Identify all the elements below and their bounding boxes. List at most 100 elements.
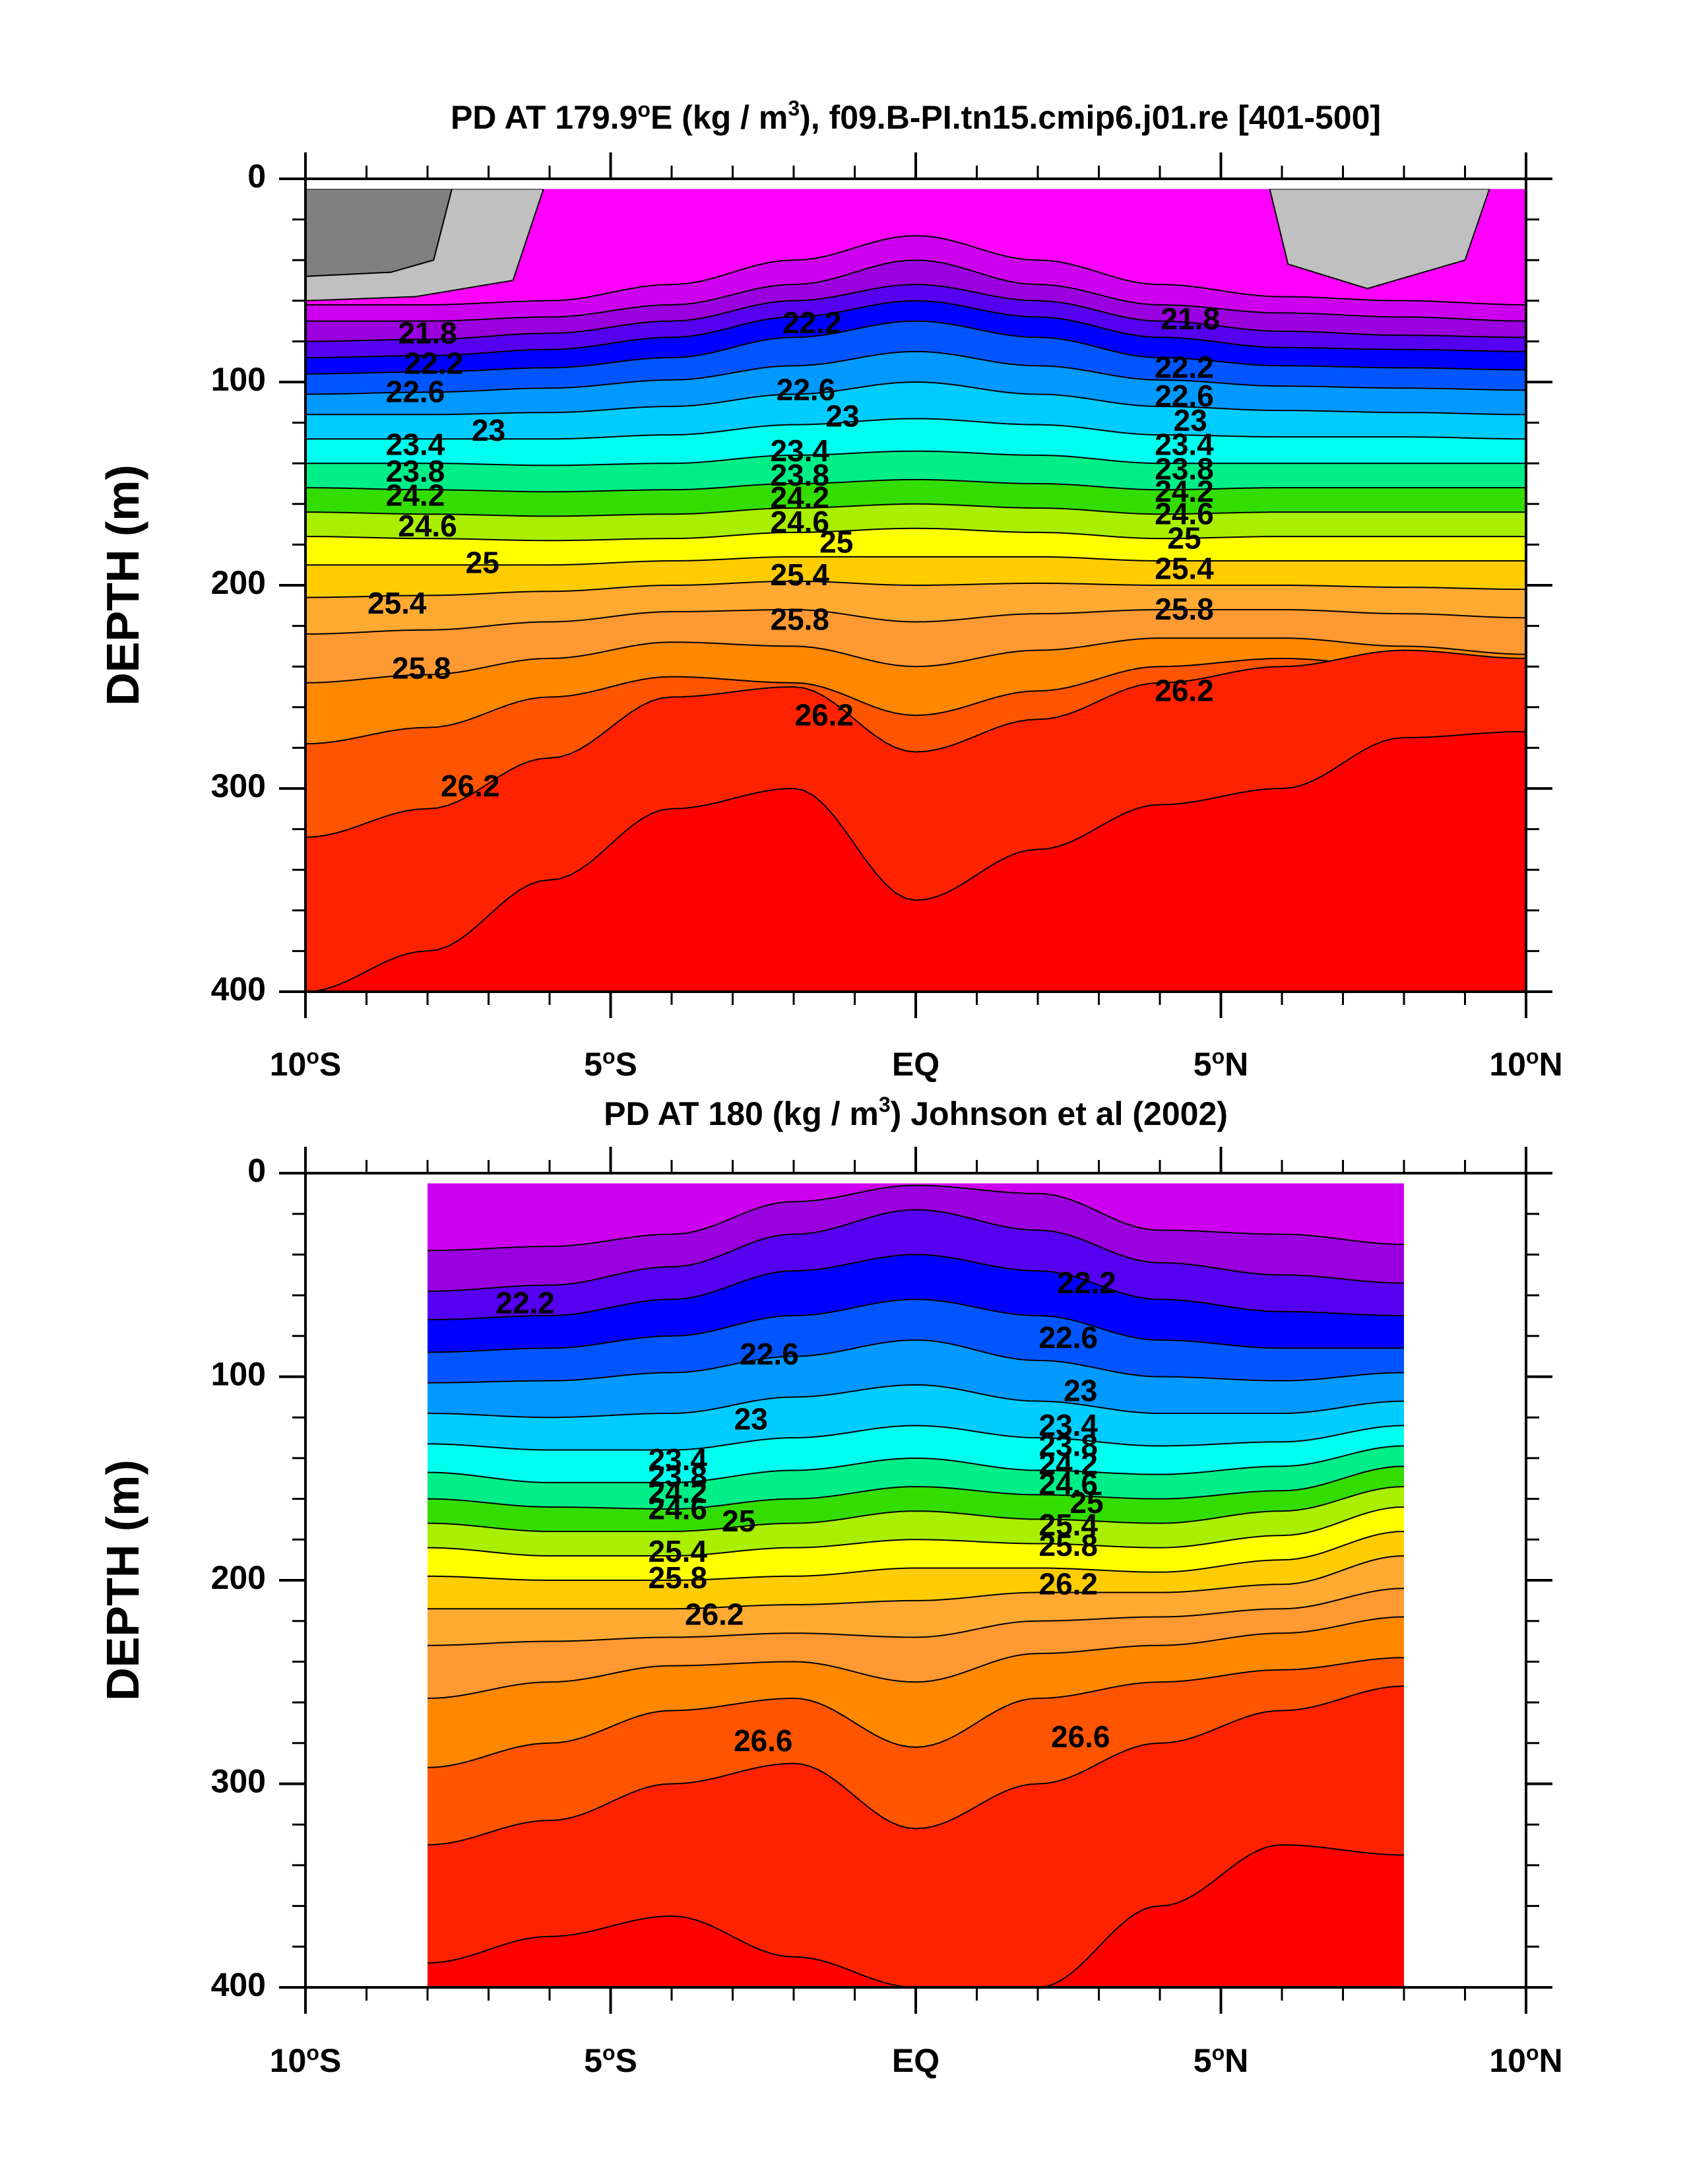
y-tick-label: 100 [211, 1356, 266, 1393]
contour-line [428, 1657, 1404, 1768]
contour-label: 25.4 [1038, 1508, 1098, 1542]
contour-label: 23.8 [648, 1459, 707, 1493]
y-tick-label: 400 [211, 1966, 266, 2003]
contour-line [305, 730, 1526, 992]
contour-label: 23.4 [770, 434, 829, 468]
contour-line [305, 649, 1526, 838]
contour-line [305, 527, 1526, 542]
contour-label: 22.2 [1057, 1266, 1116, 1300]
contour-line [305, 580, 1526, 598]
contour-label: 23 [1174, 403, 1207, 437]
contour-label: 24.6 [1038, 1467, 1098, 1501]
contour-label: 22.2 [1155, 350, 1214, 385]
contour-label: 22.2 [782, 305, 842, 340]
y-axis-label: DEPTH (m) [97, 1460, 148, 1701]
contour-label: 21.8 [398, 315, 457, 350]
contour-line [428, 1299, 1404, 1353]
contour-label: 25 [722, 1504, 755, 1538]
contour-line [428, 1184, 1404, 1252]
contour-label: 23.8 [1038, 1429, 1098, 1463]
contour-label: 26.2 [1038, 1566, 1098, 1601]
x-tick-label: EQ [892, 1046, 940, 1083]
contour-label: 23 [472, 413, 505, 447]
contour-line [428, 1588, 1404, 1646]
x-tick-label: 10oN [1489, 1044, 1562, 1083]
contour-line [428, 1555, 1404, 1610]
contour-label: 24.6 [1155, 496, 1214, 530]
y-tick-label: 0 [247, 1152, 266, 1189]
contour-label: 22.6 [740, 1337, 799, 1371]
contour-label: 25.8 [1155, 592, 1214, 626]
contour-label: 24.6 [648, 1491, 707, 1526]
contour-line [305, 556, 1526, 566]
contour-label: 22.6 [386, 375, 445, 409]
contour-label: 23 [1064, 1373, 1097, 1407]
contour-label: 25.8 [1038, 1528, 1098, 1562]
contour-line [305, 450, 1526, 466]
contour-label: 24.6 [398, 509, 457, 543]
contour-label: 24.2 [386, 478, 445, 513]
contour-label: 23.4 [386, 428, 445, 462]
contour-label: 25.8 [648, 1560, 707, 1595]
contour-line [428, 1616, 1404, 1699]
contour-label: 25 [819, 525, 853, 560]
contour-label: 26.2 [685, 1597, 744, 1632]
x-tick-label: 5oS [584, 1044, 637, 1083]
contour-label: 25.8 [392, 651, 451, 686]
contour-label: 24.6 [770, 505, 829, 539]
contour-label: 23.8 [386, 454, 445, 488]
contour-line [305, 637, 1526, 684]
contour-line [305, 235, 1526, 305]
chart-title: PD AT 180 (kg / m3) Johnson et al (2002) [604, 1093, 1228, 1132]
y-tick-label: 400 [211, 971, 266, 1008]
contour-label: 25.4 [648, 1534, 707, 1568]
contour-line [428, 1425, 1404, 1451]
contour-label: 25 [466, 545, 499, 579]
contour-line [305, 657, 1526, 745]
contour-line [428, 1209, 1404, 1292]
axes: 0 100 200 300 400 10oS 5oS EQ 5oN 10oN DEPTH (m) PD… [97, 1093, 1563, 2079]
contour-fill-group [305, 189, 1526, 992]
contour-label: 25.4 [770, 558, 829, 592]
contour-label: 22.6 [1038, 1320, 1098, 1355]
contour-line [428, 1844, 1404, 1987]
contour-label: 23 [734, 1402, 768, 1436]
y-tick-label: 200 [211, 564, 266, 601]
contour-label: 25.4 [1155, 552, 1214, 586]
contour-line [305, 350, 1526, 395]
contour-label: 23.4 [1038, 1408, 1098, 1442]
contour-label: 24.2 [648, 1475, 707, 1510]
y-axis-label: DEPTH (m) [97, 465, 148, 706]
contour-label: 22.2 [404, 346, 463, 381]
x-tick-label: 10oS [270, 1044, 342, 1083]
contour-line [428, 1384, 1404, 1419]
contour-line [428, 1465, 1404, 1510]
y-tick-label: 0 [247, 158, 266, 195]
x-tick-label: EQ [892, 2042, 940, 2079]
contour-line [305, 300, 1526, 359]
contour-line [428, 1506, 1404, 1557]
x-tick-label: 5oS [584, 2041, 637, 2079]
contour-line [305, 381, 1526, 416]
contour-line [305, 478, 1526, 493]
contour-line [305, 503, 1526, 517]
contour-line [305, 259, 1526, 322]
contour-line [428, 1254, 1404, 1321]
contour-label: 21.8 [1161, 302, 1220, 336]
contour-label: 23.8 [1155, 452, 1214, 486]
contour-label: 24.2 [770, 480, 829, 515]
y-tick-label: 200 [211, 1559, 266, 1596]
top-panel: 21.822.222.62323.423.824.224.62525.425.8… [97, 96, 1563, 1083]
contour-label: 24.2 [1038, 1446, 1098, 1481]
contour-label: 22.2 [495, 1286, 555, 1320]
contour-fill-group [428, 1183, 1404, 1987]
contour-label: 25 [1167, 521, 1201, 555]
contour-label: 25.8 [770, 602, 829, 637]
contour-line [428, 1486, 1404, 1532]
x-tick-label: 10oN [1489, 2041, 1562, 2079]
contour-band [428, 1845, 1404, 1987]
y-tick-label: 300 [211, 767, 266, 804]
shade-patch [1269, 189, 1490, 290]
